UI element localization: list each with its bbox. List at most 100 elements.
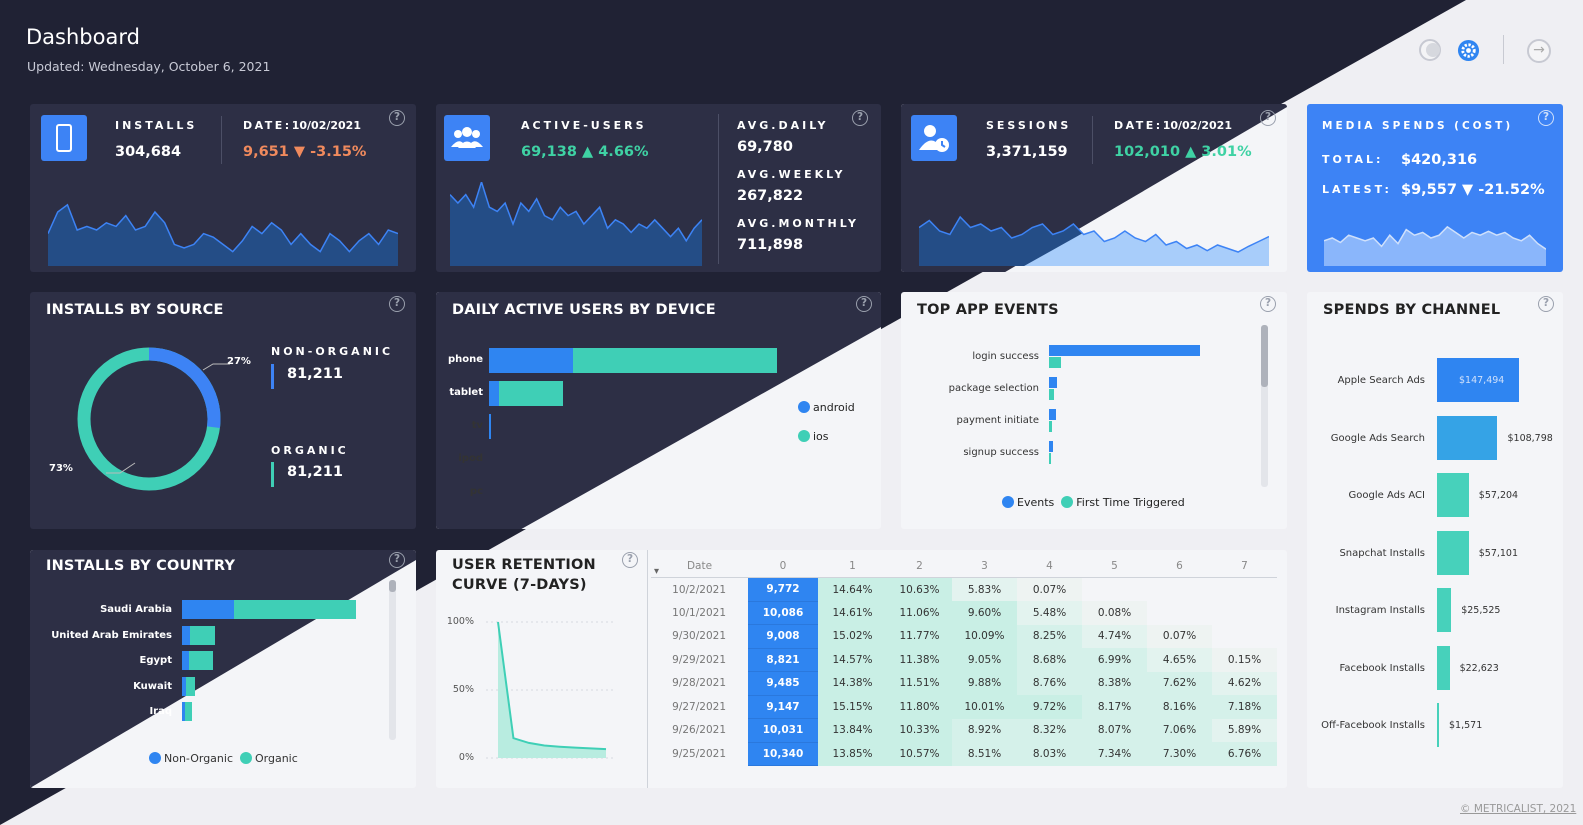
device-label: ipod xyxy=(458,453,483,464)
country-bar-organic xyxy=(186,676,195,696)
help-icon[interactable]: ? xyxy=(852,110,868,126)
user-clock-icon xyxy=(911,115,957,161)
retention-header-cell[interactable]: 0 xyxy=(748,554,818,578)
non-organic-label: NON-ORGANIC xyxy=(271,345,394,358)
help-icon[interactable]: ? xyxy=(389,552,405,568)
phone-icon xyxy=(41,115,87,161)
device-label: pc xyxy=(469,486,483,497)
card-title: INSTALLS BY SOURCE xyxy=(46,302,224,318)
table-row: 9/25/2021 10,340 13.85% 10.57% 8.51% 8.03% 7.3… xyxy=(651,742,1277,766)
retention-cell: 5.89% xyxy=(1212,718,1277,742)
retention-header-cell[interactable]: Date xyxy=(651,554,748,578)
retention-cell: 11.77% xyxy=(887,624,952,648)
retention-header-cell[interactable]: 5 xyxy=(1082,554,1147,578)
help-icon[interactable]: ? xyxy=(856,296,872,312)
country-bar-non-organic xyxy=(182,625,190,645)
retention-cell: 9,008 xyxy=(748,624,818,649)
total-label: TOTAL: xyxy=(1322,153,1384,166)
country-scrollbar[interactable] xyxy=(389,580,396,740)
retention-table: Date 0 1 2 3 4 5 6 7 10/2/2021 9,772 14.64% 10.63% 5.… xyxy=(651,554,1277,766)
event-first-bar xyxy=(1049,421,1052,432)
avg-daily-value: 69,780 xyxy=(737,139,793,155)
retention-cell: 8.68% xyxy=(1017,648,1082,672)
country-bar-non-organic xyxy=(182,702,185,721)
table-row: 9/26/2021 10,031 13.84% 10.33% 8.92% 8.32% 8.0… xyxy=(651,718,1277,743)
retention-cell: 9/25/2021 xyxy=(672,747,726,760)
retention-cell: 9/29/2021 xyxy=(672,653,726,666)
country-label: Saudi Arabia xyxy=(100,604,172,615)
retention-cell: 14.38% xyxy=(818,671,887,695)
country-label: Egypt xyxy=(139,655,172,666)
country-label: United Arab Emirates xyxy=(51,629,172,641)
card-title-line2: CURVE (7-DAYS) xyxy=(452,577,587,593)
channel-label: Facebook Installs xyxy=(1339,662,1425,674)
installs-sparkline xyxy=(48,203,398,266)
retention-cell xyxy=(1147,601,1212,625)
retention-cell: 9/26/2021 xyxy=(672,724,726,737)
retention-cell: 14.61% xyxy=(818,601,887,625)
retention-cell: 9,485 xyxy=(748,671,818,696)
device-card: DAILY ACTIVE USERS BY DEVICE ? android i… xyxy=(436,292,881,529)
channel-label: Instagram Installs xyxy=(1335,605,1425,616)
retention-header-cell[interactable]: 2 xyxy=(887,554,952,578)
device-bar-ios xyxy=(499,381,563,406)
retention-cell: 8.32% xyxy=(1017,718,1082,742)
spends-by-channel-card: SPENDS BY CHANNEL ? Apple Search Ads $147… xyxy=(1307,292,1563,788)
user-retention-card: USER RETENTION CURVE (7-DAYS) ? ▾ Date 0 1… xyxy=(436,550,1287,788)
non-organic-value: 81,211 xyxy=(287,366,343,382)
sparkline-line xyxy=(919,215,1269,253)
help-icon[interactable]: ? xyxy=(1538,110,1554,126)
retention-cell: 9/28/2021 xyxy=(672,677,726,690)
retention-svg xyxy=(486,621,616,759)
channel-label: Google Ads ACI xyxy=(1348,490,1425,501)
avg-weekly-value: 267,822 xyxy=(737,188,804,204)
non-organic-pct: 27% xyxy=(227,356,251,367)
event-label: signup success xyxy=(963,447,1039,458)
retention-cell: 6.76% xyxy=(1212,742,1277,766)
retention-tick: 50% xyxy=(452,684,474,695)
help-icon[interactable]: ? xyxy=(1538,296,1554,312)
sessions-kpi-card: SESSIONS 3,371,159 DATE:10/02/2021 102,0… xyxy=(901,104,1287,272)
copyright-link[interactable]: © METRICALIST, 2021 xyxy=(1460,803,1577,815)
retention-cell: 14.57% xyxy=(818,648,887,672)
retention-cell: 9.88% xyxy=(952,671,1017,695)
retention-header-cell[interactable]: 6 xyxy=(1147,554,1212,578)
installs-donut-chart xyxy=(77,347,221,491)
installs-label: INSTALLS xyxy=(115,119,198,132)
channel-value-label: $57,101 xyxy=(1478,547,1519,559)
retention-header-cell[interactable]: 1 xyxy=(818,554,887,578)
retention-cell: 13.84% xyxy=(818,718,887,742)
help-icon[interactable]: ? xyxy=(1260,296,1276,312)
country-bar-non-organic xyxy=(182,651,189,670)
events-scrollbar[interactable] xyxy=(1261,325,1268,487)
latest-value: $9,557 ▼ -21.52% xyxy=(1401,182,1545,198)
retention-header-cell[interactable]: 7 xyxy=(1212,554,1277,578)
retention-line xyxy=(497,621,607,751)
channel-label: Snapchat Installs xyxy=(1339,547,1425,559)
moon-icon[interactable] xyxy=(1419,39,1441,61)
channel-value-label: $1,571 xyxy=(1449,720,1483,731)
retention-cell: 5.48% xyxy=(1017,601,1082,625)
table-row: 10/1/2021 10,086 14.61% 11.06% 9.60% 5.48% 0.0… xyxy=(651,601,1277,625)
retention-cell: 0.07% xyxy=(1017,577,1082,601)
retention-header-cell[interactable]: 3 xyxy=(952,554,1017,578)
device-legend-ios: ios xyxy=(798,430,829,443)
country-bar-organic xyxy=(190,625,215,645)
gear-icon[interactable] xyxy=(1457,39,1480,62)
retention-cell: 10.57% xyxy=(887,742,952,766)
retention-header-cell[interactable]: 4 xyxy=(1017,554,1082,578)
help-icon[interactable]: ? xyxy=(1260,110,1276,126)
retention-cell: 10/2/2021 xyxy=(672,583,726,596)
sessions-sparkline xyxy=(919,215,1269,266)
arrow-right-icon[interactable]: → xyxy=(1527,39,1551,63)
channel-label: Off-Facebook Installs xyxy=(1321,720,1425,731)
retention-cell: 0.08% xyxy=(1082,601,1147,625)
country-bar-non-organic xyxy=(182,676,186,696)
channel-label: Apple Search Ads xyxy=(1337,375,1425,386)
help-icon[interactable]: ? xyxy=(622,552,638,568)
device-label: phone xyxy=(447,354,483,365)
help-icon[interactable]: ? xyxy=(389,296,405,312)
event-label: payment initiate xyxy=(956,415,1039,426)
help-icon[interactable]: ? xyxy=(389,110,405,126)
country-bar-organic xyxy=(185,702,192,721)
